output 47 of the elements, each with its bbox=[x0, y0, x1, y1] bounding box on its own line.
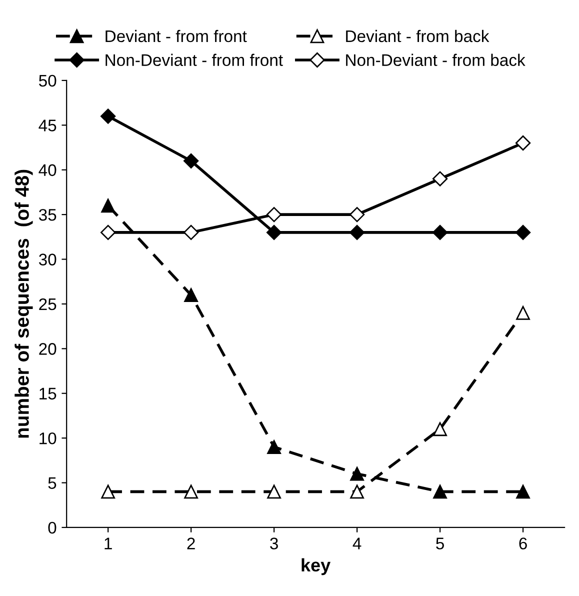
point bbox=[350, 484, 364, 499]
point bbox=[433, 484, 447, 499]
y-tick-label: 15 bbox=[40, 388, 56, 400]
point bbox=[349, 206, 365, 222]
point bbox=[433, 422, 447, 436]
point bbox=[516, 306, 530, 320]
y-tick-label: 45 bbox=[38, 120, 56, 132]
y-tick-label: 10 bbox=[40, 432, 56, 444]
x-tick-label: 2 bbox=[187, 538, 195, 550]
legend-label: Deviant - from back bbox=[346, 30, 490, 42]
point bbox=[432, 224, 448, 240]
legend-label: Non-Deviant - from front bbox=[106, 54, 283, 66]
y-tick-label: 35 bbox=[38, 208, 56, 221]
y-tick-label: 20 bbox=[39, 343, 56, 355]
point bbox=[267, 484, 282, 499]
y-tick-label: 40 bbox=[38, 164, 56, 176]
point bbox=[100, 108, 116, 124]
y-axis-title: number of sequences (of 48) bbox=[14, 170, 33, 438]
x-tick-label: 5 bbox=[436, 538, 444, 550]
point bbox=[349, 224, 365, 240]
point bbox=[350, 466, 364, 481]
point bbox=[184, 224, 199, 240]
legend-label: Deviant - from front bbox=[106, 30, 247, 42]
y-tick-label: 25 bbox=[39, 298, 56, 310]
point bbox=[432, 171, 448, 186]
point bbox=[515, 135, 531, 151]
y-tick-label: 0 bbox=[48, 522, 56, 534]
x-tick-label: 6 bbox=[519, 538, 527, 550]
y-tick-label: 50 bbox=[38, 74, 56, 87]
point bbox=[516, 484, 530, 499]
point bbox=[101, 484, 116, 499]
x-tick-label: 1 bbox=[104, 538, 112, 550]
point bbox=[184, 484, 198, 499]
point bbox=[184, 288, 198, 302]
point bbox=[101, 198, 116, 213]
y-tick-label: 5 bbox=[48, 477, 56, 489]
point bbox=[266, 224, 282, 240]
point bbox=[100, 224, 116, 240]
point bbox=[184, 153, 199, 168]
x-tick-label: 4 bbox=[352, 538, 362, 550]
point bbox=[515, 224, 531, 240]
point bbox=[267, 440, 282, 454]
x-axis-title: key bbox=[302, 558, 331, 576]
legend-label: Non-Deviant - from back bbox=[346, 54, 526, 66]
x-tick-label: 3 bbox=[270, 538, 278, 550]
y-tick-label: 30 bbox=[38, 254, 56, 266]
point bbox=[266, 206, 282, 222]
